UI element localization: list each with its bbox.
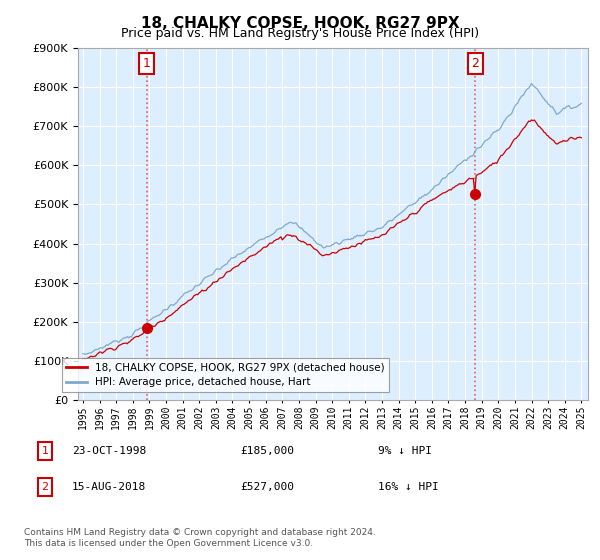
Text: 2: 2 bbox=[41, 482, 49, 492]
Text: 23-OCT-1998: 23-OCT-1998 bbox=[72, 446, 146, 456]
Text: 1: 1 bbox=[41, 446, 49, 456]
Text: £185,000: £185,000 bbox=[240, 446, 294, 456]
Text: £527,000: £527,000 bbox=[240, 482, 294, 492]
Text: 1: 1 bbox=[143, 57, 151, 70]
Text: 18, CHALKY COPSE, HOOK, RG27 9PX: 18, CHALKY COPSE, HOOK, RG27 9PX bbox=[140, 16, 460, 31]
Text: Price paid vs. HM Land Registry's House Price Index (HPI): Price paid vs. HM Land Registry's House … bbox=[121, 27, 479, 40]
Legend: 18, CHALKY COPSE, HOOK, RG27 9PX (detached house), HPI: Average price, detached : 18, CHALKY COPSE, HOOK, RG27 9PX (detach… bbox=[62, 358, 389, 391]
Text: 16% ↓ HPI: 16% ↓ HPI bbox=[378, 482, 439, 492]
Text: Contains HM Land Registry data © Crown copyright and database right 2024.
This d: Contains HM Land Registry data © Crown c… bbox=[24, 528, 376, 548]
Text: 2: 2 bbox=[472, 57, 479, 70]
Text: 9% ↓ HPI: 9% ↓ HPI bbox=[378, 446, 432, 456]
Text: 15-AUG-2018: 15-AUG-2018 bbox=[72, 482, 146, 492]
